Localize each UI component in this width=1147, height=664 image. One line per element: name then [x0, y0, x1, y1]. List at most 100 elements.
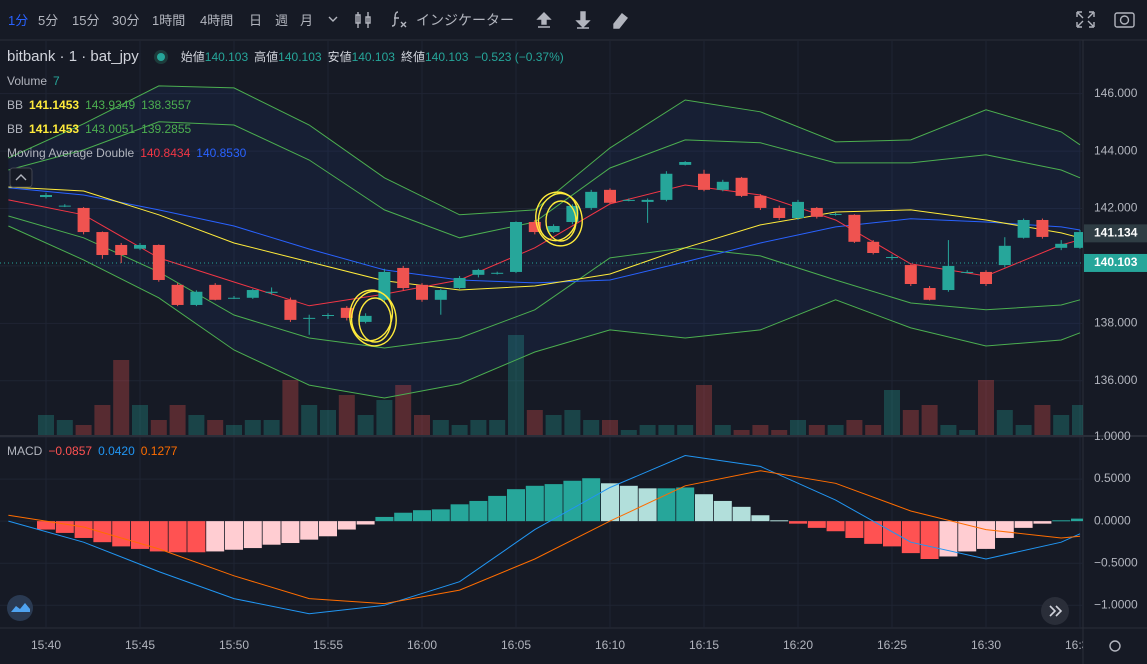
- interval-button[interactable]: 日: [249, 13, 263, 28]
- symbol: bitbank · 1 · bat_jpy: [7, 48, 139, 65]
- interval-button[interactable]: 5分: [38, 13, 59, 28]
- histogram-bar: [394, 512, 413, 522]
- candle-body: [322, 315, 334, 317]
- candle-body: [359, 315, 372, 322]
- volume-bar: [489, 420, 506, 435]
- interval-button[interactable]: 週: [275, 13, 289, 28]
- candle-body: [96, 232, 109, 256]
- volume-bar: [376, 400, 393, 435]
- volume-bar: [714, 425, 731, 435]
- histogram-bar: [544, 484, 563, 522]
- save-icon[interactable]: [536, 12, 552, 28]
- eraser-icon[interactable]: [613, 13, 628, 29]
- legend-value: 140.8434: [140, 146, 191, 160]
- volume-bar: [263, 420, 280, 435]
- histogram-bar: [168, 521, 187, 553]
- y-tick-label: 146.000: [1094, 86, 1138, 100]
- candle-body: [152, 244, 165, 280]
- candle-body: [585, 191, 598, 208]
- x-tick-label: 15:40: [31, 638, 61, 652]
- legend-bb1: BB 141.1453 143.9349 138.3557: [7, 98, 191, 112]
- volume-bar: [38, 415, 54, 435]
- candle-body: [754, 195, 767, 208]
- histogram-bar: [939, 521, 958, 557]
- interval-button[interactable]: 月: [300, 13, 314, 28]
- volume-bar: [320, 410, 336, 435]
- ohlc-item: 終値140.103: [401, 48, 468, 65]
- candle-body: [547, 226, 560, 233]
- candle-body: [491, 272, 504, 274]
- candle-body: [209, 284, 222, 300]
- fullscreen-icon[interactable]: [1076, 11, 1095, 28]
- candle-body: [528, 221, 541, 233]
- fx-icon[interactable]: [391, 11, 407, 28]
- histogram-bar: [1052, 520, 1071, 522]
- candle-body: [660, 173, 673, 200]
- ohlc-value: 140.103: [278, 50, 322, 64]
- histogram-bar: [431, 509, 450, 522]
- candle-body: [284, 299, 297, 320]
- ohlc-item: 高値140.103: [254, 48, 321, 65]
- volume-bar: [1034, 405, 1051, 435]
- load-icon[interactable]: [575, 11, 591, 29]
- volume-bar: [414, 415, 430, 435]
- volume-bar: [639, 425, 656, 435]
- ohlc-label: 安値: [327, 50, 352, 64]
- histogram-bar: [582, 478, 601, 522]
- indicator-line: [8, 186, 1081, 291]
- legend-value: 7: [53, 74, 60, 88]
- volume-bar: [56, 420, 73, 435]
- volume-bar: [150, 420, 167, 435]
- histogram-bar: [770, 520, 789, 522]
- histogram-bar: [469, 500, 488, 522]
- interval-caret[interactable]: [328, 16, 338, 22]
- candle-body: [604, 189, 616, 203]
- ohlc-value: 140.103: [351, 50, 395, 64]
- volume-bar: [940, 425, 957, 435]
- volume-bar: [583, 420, 600, 435]
- histogram-bar: [695, 494, 713, 522]
- price-label: 141.134: [1094, 226, 1138, 240]
- candle-body: [867, 241, 880, 254]
- legend-macd: MACD −0.0857 0.0420 0.1277: [7, 444, 177, 458]
- candle-body: [942, 265, 955, 291]
- candle-body: [340, 307, 353, 318]
- candle-body: [1017, 219, 1030, 238]
- logo[interactable]: [7, 595, 33, 621]
- legend-value: 0.1277: [140, 444, 178, 458]
- candle-body: [679, 162, 692, 165]
- candle-body: [904, 265, 917, 285]
- volume-bar: [545, 415, 562, 435]
- x-tick-label: 16:30: [971, 638, 1001, 652]
- histogram-bar: [601, 483, 619, 522]
- histogram-bar: [657, 488, 676, 522]
- interval-button[interactable]: 4時間: [200, 13, 234, 28]
- volume-bar: [1053, 415, 1070, 435]
- candle-body: [716, 181, 729, 190]
- settings-icon[interactable]: [1109, 640, 1121, 652]
- indicators-button[interactable]: インジケーター: [416, 12, 514, 28]
- snapshot-icon[interactable]: [1114, 12, 1135, 28]
- histogram-bar: [807, 521, 826, 528]
- interval-button[interactable]: 15分: [72, 13, 100, 28]
- volume-bar: [996, 410, 1013, 435]
- candle-body: [472, 269, 485, 275]
- volume-bar: [282, 380, 299, 435]
- histogram-bar: [375, 516, 394, 522]
- interval-button[interactable]: 1分: [8, 13, 29, 28]
- histogram-bar: [638, 488, 657, 522]
- volume-bar: [846, 420, 863, 435]
- collapse-legend[interactable]: [9, 167, 33, 188]
- histogram-bar: [356, 521, 375, 525]
- interval-button[interactable]: 1時間: [152, 13, 186, 28]
- legend-name: MACD: [7, 444, 43, 458]
- candle-body: [303, 317, 316, 319]
- volume-bar: [94, 405, 111, 435]
- chart-type-icon[interactable]: [355, 12, 371, 28]
- candle-body: [735, 177, 748, 196]
- volume-bar: [884, 390, 900, 435]
- histogram-bar: [281, 521, 300, 544]
- interval-button[interactable]: 30分: [112, 13, 140, 28]
- time-axis: 15:40 15:45 15:50 15:55 16:00 16:05 16:10 16:15…: [31, 638, 1083, 652]
- histogram-bar: [525, 485, 544, 522]
